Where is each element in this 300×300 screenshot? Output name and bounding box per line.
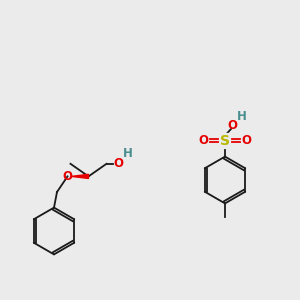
- Text: O: O: [113, 157, 124, 170]
- Polygon shape: [71, 174, 88, 178]
- Text: O: O: [242, 134, 252, 148]
- Text: O: O: [198, 134, 208, 148]
- Text: O: O: [227, 119, 238, 133]
- Text: H: H: [123, 147, 132, 160]
- Text: O: O: [62, 170, 73, 183]
- Text: H: H: [237, 110, 247, 123]
- Text: S: S: [220, 134, 230, 148]
